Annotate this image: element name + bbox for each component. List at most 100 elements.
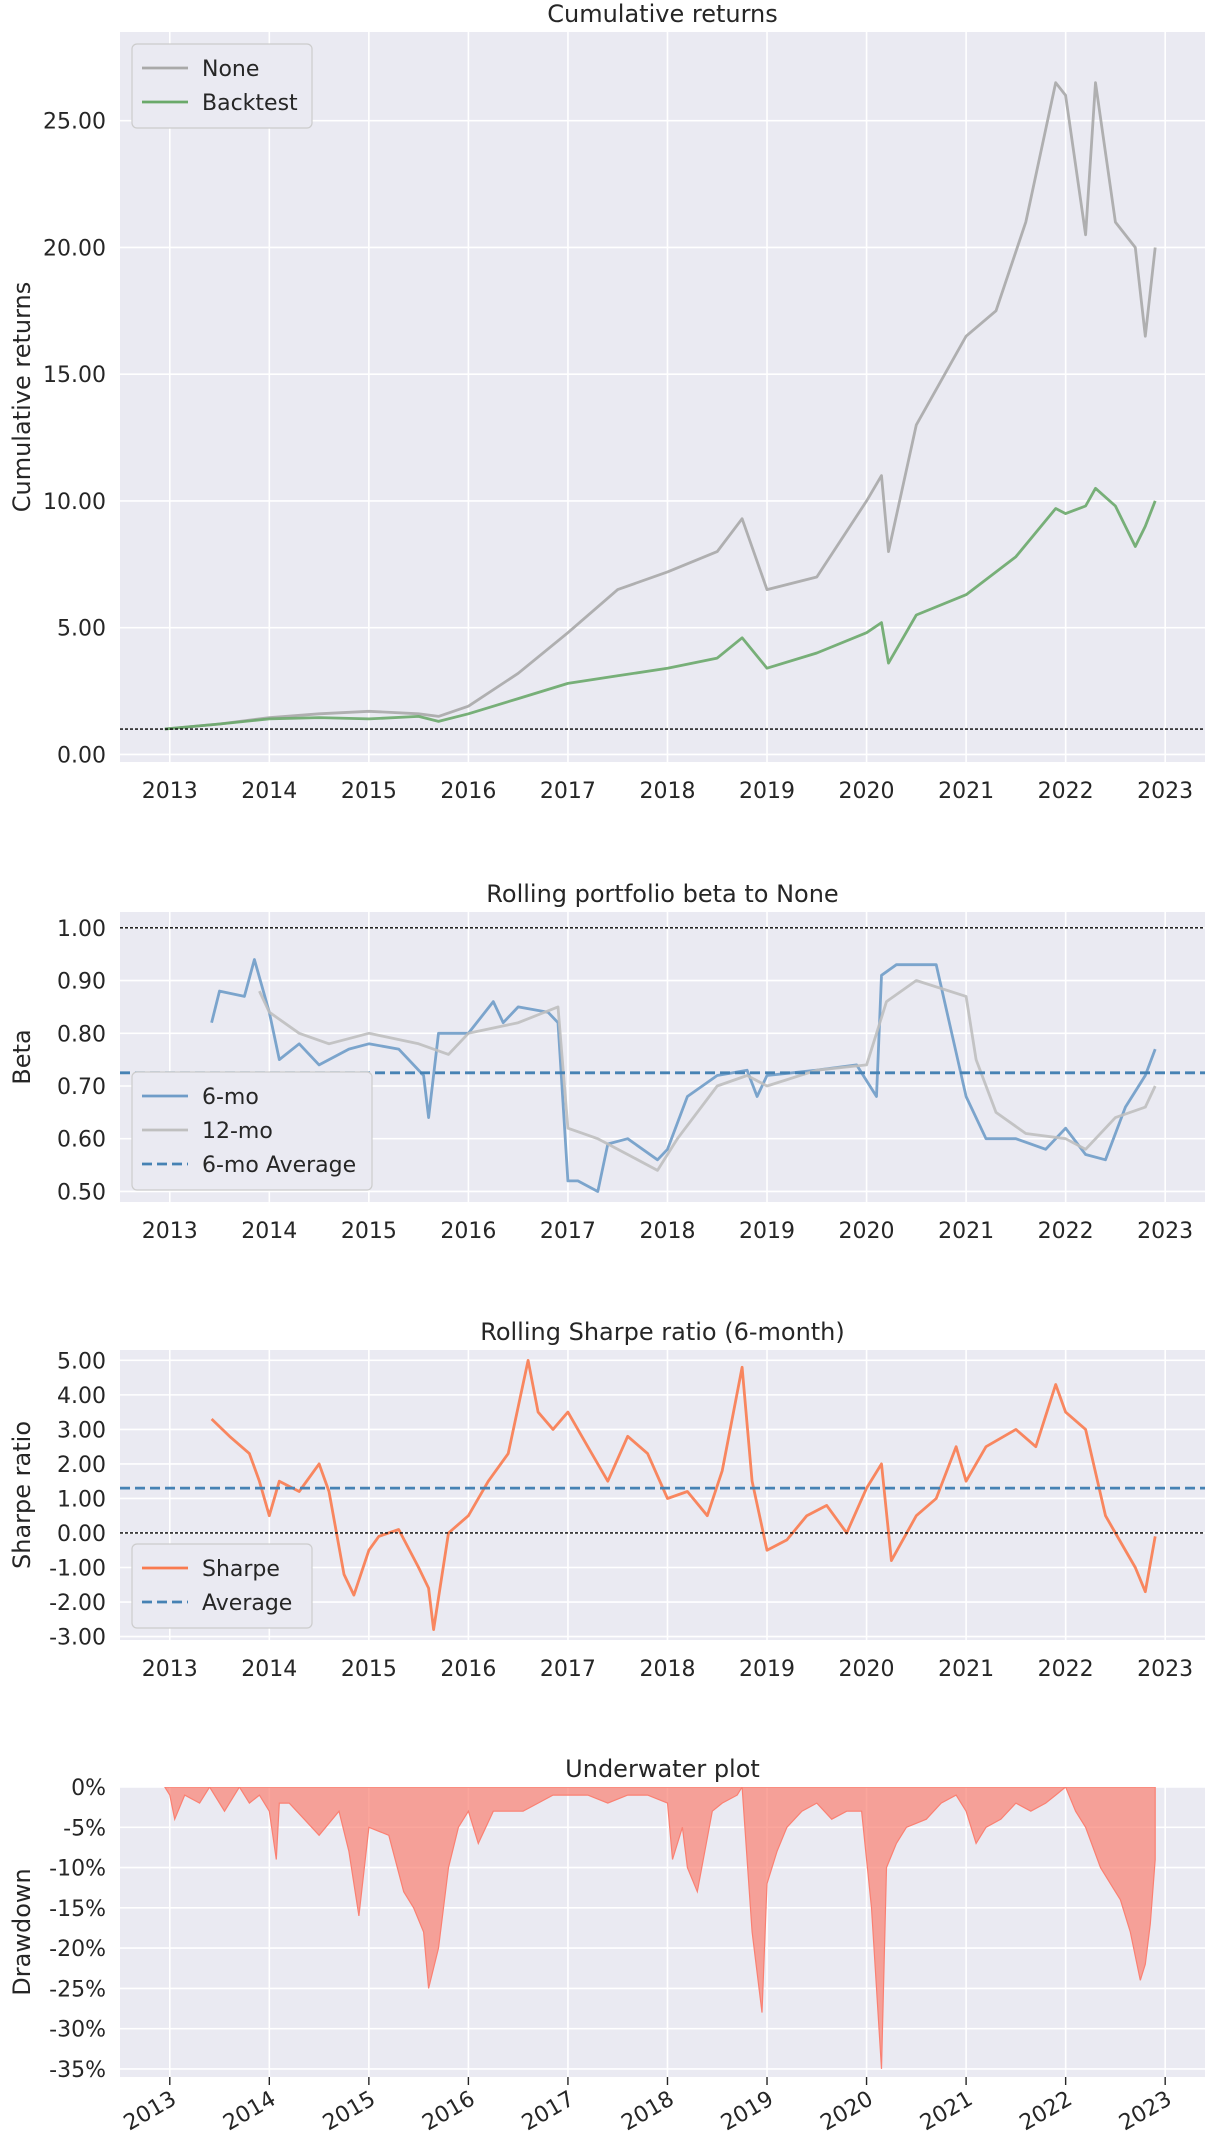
panel-title: Rolling portfolio beta to None bbox=[486, 880, 838, 908]
y-tick-label: 0.50 bbox=[57, 1180, 106, 1205]
x-tick-label: 2023 bbox=[1115, 2087, 1176, 2137]
x-tick-label: 2017 bbox=[540, 779, 596, 804]
x-tick-label: 2018 bbox=[639, 1219, 695, 1244]
y-tick-label: 20.00 bbox=[43, 236, 106, 261]
y-tick-label: 1.00 bbox=[57, 1487, 106, 1512]
x-tick-label: 2013 bbox=[120, 2087, 181, 2137]
y-axis-label: Sharpe ratio bbox=[8, 1421, 36, 1569]
x-tick-label: 2023 bbox=[1137, 1219, 1193, 1244]
legend-box bbox=[131, 43, 313, 129]
y-tick-label: -20% bbox=[49, 1937, 106, 1962]
series-line-6-mo bbox=[210, 958, 1157, 1193]
x-tick-label: 2021 bbox=[938, 1657, 994, 1682]
legend: Sharpe Average bbox=[131, 1543, 313, 1629]
x-tick-label: 2017 bbox=[540, 1657, 596, 1682]
x-tick-label: 2016 bbox=[440, 1657, 496, 1682]
x-tick-label: 2014 bbox=[241, 1657, 297, 1682]
y-axis-label: Beta bbox=[8, 1029, 36, 1084]
legend-label: Sharpe bbox=[202, 1557, 280, 1582]
series-line-none bbox=[164, 81, 1157, 731]
x-tick-label: 2017 bbox=[540, 1219, 596, 1244]
x-tick-label: 2016 bbox=[440, 1219, 496, 1244]
x-tick-label: 2019 bbox=[717, 2087, 778, 2137]
y-tick-label: 5.00 bbox=[57, 1349, 106, 1374]
x-tick-label: 2017 bbox=[518, 2087, 579, 2137]
series-line-12-mo bbox=[258, 979, 1157, 1172]
x-tick-label: 2015 bbox=[341, 1219, 397, 1244]
x-tick-label: 2013 bbox=[142, 1219, 198, 1244]
y-tick-label: 0% bbox=[71, 1776, 106, 1801]
data-layer bbox=[164, 1787, 1156, 2069]
y-tick-label: 0.70 bbox=[57, 1075, 106, 1100]
y-tick-label: 25.00 bbox=[43, 110, 106, 135]
y-tick-label: -1.00 bbox=[49, 1557, 106, 1582]
y-tick-label: 3.00 bbox=[57, 1418, 106, 1443]
x-tick-label: 2018 bbox=[639, 779, 695, 804]
x-tick-label: 2015 bbox=[341, 779, 397, 804]
y-tick-label: 0.60 bbox=[57, 1128, 106, 1153]
x-tick-label: 2018 bbox=[617, 2087, 678, 2137]
panel-1: Cumulative returns Cumulative returns 0.00… bbox=[8, 0, 1205, 804]
x-tick-label: 2020 bbox=[839, 1219, 895, 1244]
y-tick-label: -3.00 bbox=[49, 1626, 106, 1651]
series-line-sharpe bbox=[210, 1359, 1157, 1631]
legend-label: 12-mo bbox=[202, 1119, 273, 1144]
legend-label: 6-mo Average bbox=[202, 1153, 356, 1178]
plot-area bbox=[120, 1787, 1205, 2077]
y-tick-label: -30% bbox=[49, 2018, 106, 2043]
plot-area bbox=[120, 32, 1205, 762]
y-axis-label: Cumulative returns bbox=[8, 282, 36, 513]
y-tick-label: 0.00 bbox=[57, 743, 106, 768]
x-tick-label: 2014 bbox=[219, 2087, 280, 2137]
data-layer bbox=[120, 1359, 1205, 1631]
y-tick-label: 5.00 bbox=[57, 617, 106, 642]
legend-label: 6-mo bbox=[202, 1085, 259, 1110]
x-tick-label: 2013 bbox=[142, 779, 198, 804]
y-tick-label: -10% bbox=[49, 1857, 106, 1882]
legend-label: Backtest bbox=[202, 91, 298, 116]
x-tick-label: 2020 bbox=[817, 2087, 878, 2137]
legend-box bbox=[131, 1543, 313, 1629]
x-tick-label: 2019 bbox=[739, 1219, 795, 1244]
y-tick-label: 4.00 bbox=[57, 1384, 106, 1409]
x-tick-label: 2023 bbox=[1137, 1657, 1193, 1682]
x-tick-label: 2015 bbox=[341, 1657, 397, 1682]
y-tick-label: 0.90 bbox=[57, 970, 106, 995]
x-tick-label: 2020 bbox=[839, 779, 895, 804]
x-tick-label: 2015 bbox=[319, 2087, 380, 2137]
legend: 6-mo 12-mo 6-mo Average bbox=[131, 1071, 373, 1191]
panel-4: Underwater plot Drawdown 0% -5% -10% -15% -20%… bbox=[8, 1755, 1205, 2136]
x-tick-label: 2018 bbox=[639, 1657, 695, 1682]
y-axis-label: Drawdown bbox=[8, 1868, 36, 1995]
legend: None Backtest bbox=[131, 43, 313, 129]
x-tick-label: 2021 bbox=[938, 779, 994, 804]
panel-2: Rolling portfolio beta to None Beta 0.50 0.… bbox=[8, 880, 1205, 1244]
y-tick-label: -2.00 bbox=[49, 1591, 106, 1616]
x-tick-label: 2023 bbox=[1137, 779, 1193, 804]
legend-label: Average bbox=[202, 1591, 292, 1616]
x-tick-label: 2021 bbox=[938, 1219, 994, 1244]
series-line-backtest bbox=[164, 486, 1157, 731]
x-tick-label: 2019 bbox=[739, 779, 795, 804]
x-tick-label: 2016 bbox=[418, 2087, 479, 2137]
panel-title: Cumulative returns bbox=[547, 0, 778, 28]
panel-3: Rolling Sharpe ratio (6-month) Sharpe rat… bbox=[8, 1318, 1205, 1682]
x-tick-label: 2022 bbox=[1038, 1657, 1094, 1682]
y-tick-label: -35% bbox=[49, 2058, 106, 2083]
x-tick-label: 2013 bbox=[142, 1657, 198, 1682]
y-tick-label: -5% bbox=[63, 1816, 106, 1841]
y-tick-label: -25% bbox=[49, 1977, 106, 2002]
legend-label: None bbox=[202, 57, 259, 82]
x-tick-label: 2020 bbox=[839, 1657, 895, 1682]
y-tick-label: 2.00 bbox=[57, 1453, 106, 1478]
drawdown-area bbox=[164, 1787, 1156, 2069]
legend-box bbox=[131, 1071, 373, 1191]
x-tick-label: 2019 bbox=[739, 1657, 795, 1682]
panel-title: Underwater plot bbox=[565, 1755, 760, 1783]
y-tick-label: 1.00 bbox=[57, 917, 106, 942]
x-tick-label: 2021 bbox=[916, 2087, 977, 2137]
y-tick-label: 0.00 bbox=[57, 1522, 106, 1547]
y-tick-label: 0.80 bbox=[57, 1022, 106, 1047]
x-tick-label: 2022 bbox=[1038, 779, 1094, 804]
